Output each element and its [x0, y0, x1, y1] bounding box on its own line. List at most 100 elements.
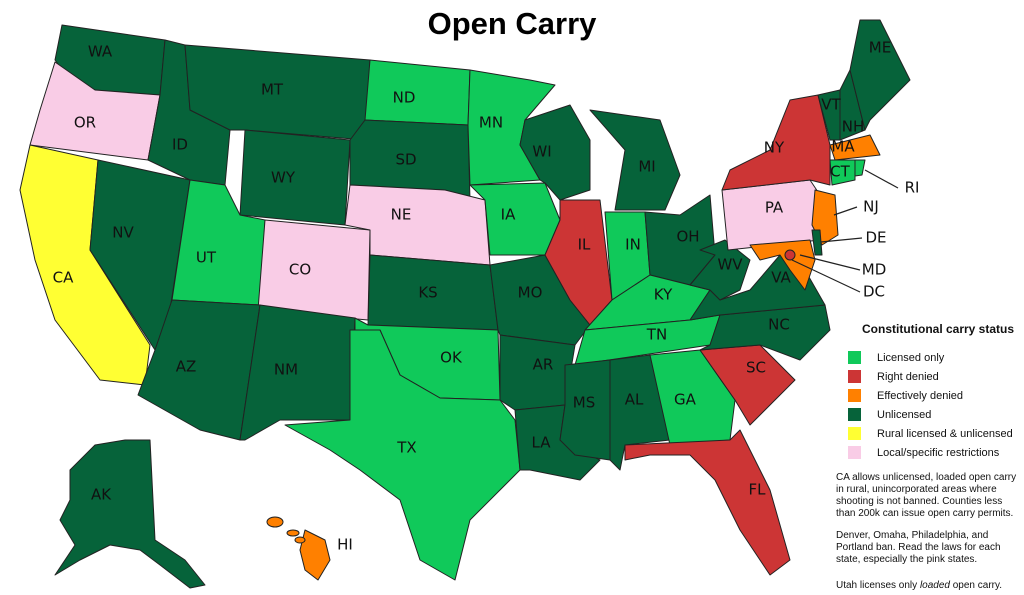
legend-label: Licensed only — [877, 351, 945, 364]
legend-swatch — [848, 446, 861, 459]
legend-swatch — [848, 370, 861, 383]
legend-item: Right denied — [836, 367, 1021, 386]
legend-swatch — [848, 389, 861, 402]
state-ma — [829, 134, 881, 161]
state-label-ri: RI — [905, 179, 920, 197]
leader-line-nj — [833, 206, 858, 216]
state-label-wa: WA — [88, 43, 113, 61]
leader-line-dc — [791, 259, 861, 293]
state-label-de: DE — [865, 229, 886, 247]
legend-swatch — [848, 427, 861, 440]
state-label-ct: CT — [830, 163, 850, 181]
map-title: Open Carry — [427, 6, 597, 41]
state-label-ks: KS — [418, 284, 437, 302]
state-label-ms: MS — [573, 394, 595, 412]
leader-line-md — [799, 254, 861, 271]
note-utah-text-end: open carry. — [949, 580, 1003, 591]
state-label-md: MD — [862, 261, 887, 279]
state-de — [811, 229, 823, 256]
state-nd — [364, 59, 471, 126]
note-utah: Utah licenses only loaded open carry. — [836, 580, 1021, 592]
state-label-fl: FL — [749, 481, 767, 499]
state-label-ia: IA — [501, 206, 516, 224]
state-label-co: CO — [289, 261, 311, 279]
legend-label: Rural licensed & unlicensed — [877, 427, 1013, 440]
state-label-nh: NH — [842, 118, 865, 136]
state-ri — [854, 159, 866, 177]
state-hi-island — [294, 536, 306, 544]
note-ca: CA allows unlicensed, loaded open carry … — [836, 472, 1017, 519]
legend-item: Effectively denied — [836, 386, 1021, 405]
state-label-az: AZ — [176, 358, 197, 376]
state-label-vt: VT — [821, 96, 841, 114]
state-label-pa: PA — [765, 199, 784, 217]
state-me — [849, 19, 911, 131]
state-hi-island — [266, 516, 284, 528]
state-label-ny: NY — [764, 139, 785, 157]
legend-item: Rural licensed & unlicensed — [836, 424, 1021, 443]
state-label-nj: NJ — [863, 198, 879, 216]
state-ak — [54, 439, 206, 589]
state-label-nd: ND — [393, 89, 416, 107]
state-label-ca: CA — [53, 269, 74, 287]
state-label-il: IL — [578, 236, 591, 254]
state-hi — [299, 529, 331, 581]
state-label-tn: TN — [646, 326, 667, 344]
state-label-va: VA — [771, 269, 791, 287]
state-label-nc: NC — [768, 316, 790, 334]
state-label-wy: WY — [271, 169, 296, 187]
state-label-mo: MO — [518, 284, 543, 302]
state-label-ky: KY — [654, 286, 673, 304]
state-label-sc: SC — [746, 359, 766, 377]
state-mi — [589, 109, 681, 211]
state-co — [257, 219, 371, 321]
state-label-hi: HI — [337, 536, 353, 554]
legend: Constitutional carry status Licensed onl… — [836, 322, 1021, 592]
state-label-al: AL — [625, 391, 644, 409]
state-label-tx: TX — [396, 439, 416, 457]
state-label-oh: OH — [676, 228, 699, 246]
state-label-me: ME — [869, 39, 891, 57]
state-md — [749, 239, 816, 291]
state-label-ma: MA — [831, 138, 855, 156]
state-label-la: LA — [532, 434, 552, 452]
note-utah-text: Utah licenses only — [836, 580, 920, 591]
state-nc — [699, 304, 831, 361]
state-label-nv: NV — [112, 224, 134, 242]
state-label-wi: WI — [532, 143, 551, 161]
state-label-ak: AK — [91, 486, 112, 504]
state-wy — [239, 129, 351, 226]
state-label-sd: SD — [395, 151, 416, 169]
legend-swatch — [848, 351, 861, 364]
legend-title: Constitutional carry status — [862, 322, 1015, 336]
state-label-wv: WV — [717, 256, 743, 274]
legend-swatch — [848, 408, 861, 421]
state-label-ne: NE — [391, 206, 412, 224]
state-label-ga: GA — [674, 391, 697, 409]
state-label-mt: MT — [261, 81, 284, 99]
state-label-or: OR — [74, 114, 96, 132]
leader-line-ri — [864, 169, 899, 189]
state-label-mn: MN — [479, 114, 503, 132]
state-label-dc: DC — [863, 283, 885, 301]
state-dc — [784, 249, 796, 261]
legend-label: Right denied — [877, 370, 939, 383]
state-label-mi: MI — [638, 158, 655, 176]
state-label-ar: AR — [533, 356, 554, 374]
leader-line-de — [820, 237, 863, 243]
state-label-id: ID — [172, 136, 188, 154]
state-label-ut: UT — [196, 249, 217, 267]
state-hi-island — [286, 529, 300, 537]
state-tx — [284, 329, 521, 581]
state-ga — [649, 349, 736, 446]
state-fl — [624, 429, 791, 576]
legend-item: Local/specific restrictions — [836, 443, 1021, 462]
state-label-ok: OK — [440, 349, 463, 367]
note-cities: Denver, Omaha, Philadelphia, and Portlan… — [836, 530, 1001, 565]
legend-item: Licensed only — [836, 348, 1021, 367]
state-ct — [829, 159, 856, 186]
legend-item: Unlicensed — [836, 405, 1021, 424]
state-label-in: IN — [625, 236, 641, 254]
